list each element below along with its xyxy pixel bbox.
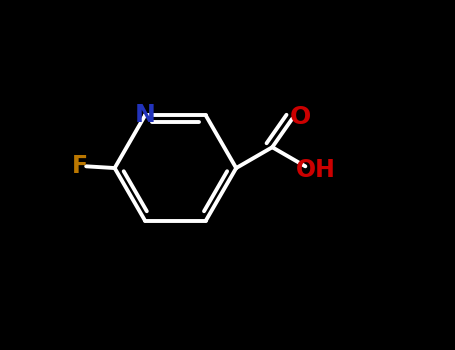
- Text: O: O: [290, 105, 312, 129]
- Text: OH: OH: [296, 158, 336, 182]
- Text: N: N: [135, 104, 156, 127]
- Text: F: F: [72, 154, 88, 178]
